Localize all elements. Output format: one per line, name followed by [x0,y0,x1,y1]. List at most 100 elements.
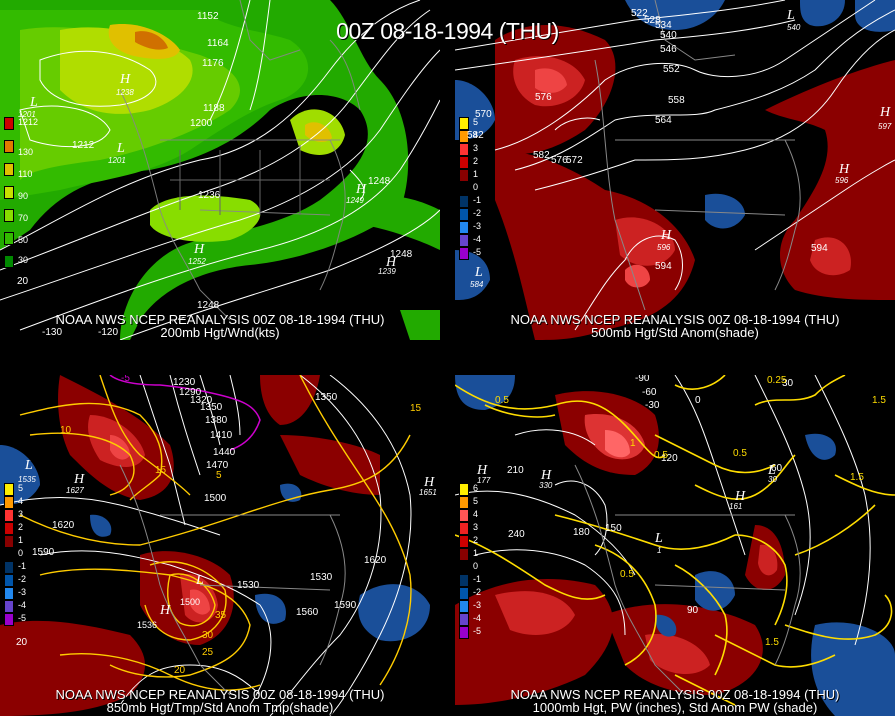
panel-500mb: 5 4 3 2 1 0 -1 -2 -3 -4 -5 522 528 534 5… [455,0,895,340]
legend-swatch [459,169,469,182]
center-value: 596 [657,243,671,252]
contour-label: 180 [573,527,590,538]
legend-label: 3 [473,522,479,532]
temp-label: 30 [202,630,214,641]
contour-label: 576 [551,155,568,166]
temp-label: 10 [60,425,72,436]
legend-1000mb: 6 5 4 3 2 1 0 -1 -2 -3 -4 -5 [459,483,481,639]
legend-label: 110 [18,169,33,179]
contour-label: 1500 [204,493,227,504]
legend-label: -1 [473,195,482,205]
panel-header: NOAA NWS NCEP REANALYSIS 00Z 08-18-1994 … [510,687,840,702]
high-marker: H [839,162,850,177]
contour-label: 594 [655,261,672,272]
legend-label: -2 [18,574,27,584]
contour-label: 240 [508,529,525,540]
contour-label: -30 [645,400,660,411]
temp-label: -5 [121,375,130,384]
contour-label: 0.5 [620,569,634,580]
legend-swatch [459,613,469,626]
contour-label: 534 [655,20,672,31]
panel-header: NOAA NWS NCEP REANALYSIS 00Z 08-18-1994 … [55,687,385,702]
legend-swatch [459,195,469,208]
contour-label: 558 [668,95,685,106]
contour-label: 528 [644,15,661,26]
center-value: 1536 [137,620,158,630]
legend-label: 4 [473,130,479,140]
contour-label: 1410 [210,430,233,441]
center-value: 584 [470,280,484,289]
contour-label: 594 [811,243,828,254]
center-value: 1201 [18,110,36,119]
contour-label: -90 [635,375,650,384]
legend-label: 1 [473,169,479,179]
legend-label: -5 [473,626,482,636]
legend-swatch [4,496,14,509]
panel-subtitle: 500mb Hgt/Std Anom(shade) [591,325,759,340]
contour-label: 1.5 [872,395,886,406]
center-value: 1249 [346,196,364,205]
panel-subtitle: 850mb Hgt/Tmp/Std Anom Tmp(shade) [106,700,334,715]
contour-label: 552 [663,64,680,75]
legend-label: 0 [18,548,24,558]
contour-label: 120 [661,453,678,464]
temp-label: 35 [215,610,227,621]
legend-label: 90 [18,191,29,201]
legend-swatch [4,232,14,245]
contour-label: 582 [533,150,550,161]
contour-label: 210 [507,465,524,476]
legend-label: 5 [18,483,24,493]
high-marker: H [880,105,891,120]
legend-swatch [459,156,469,169]
legend-label: -4 [473,613,482,623]
center-value: 540 [787,23,801,32]
legend-label: 6 [473,483,479,493]
low-marker: L [655,531,663,546]
legend-label: -5 [18,613,27,623]
contour-label: 1152 [197,11,219,22]
contour-label: 540 [660,30,677,41]
temp-label: 25 [202,647,214,658]
legend-swatch [459,247,469,260]
temp-label: 15 [155,465,167,476]
legend-label: -1 [473,574,482,584]
contour-label: 1350 [200,402,223,413]
contour-label: 570 [475,109,492,120]
legend-500mb: 5 4 3 2 1 0 -1 -2 -3 -4 -5 [459,117,481,260]
contour-label: 1164 [207,38,229,49]
panel-500mb-graphic [455,0,895,340]
legend-label: 5 [473,117,479,127]
high-marker: H [74,472,85,487]
legend-swatch [459,234,469,247]
legend-label: -1 [18,561,27,571]
contour-label: 1590 [334,600,357,611]
legend-swatch [459,117,469,130]
contour-label: 1.5 [765,637,779,648]
legend-label: -3 [18,587,27,597]
center-value: 1 [657,546,662,555]
center-value: 1651 [419,488,437,497]
center-value: 1201 [108,156,126,165]
contour-label: 1320 [190,395,213,406]
contour-label: 1188 [203,103,225,114]
center-value: 30 [768,475,777,484]
legend-label: 4 [18,496,24,506]
high-marker: H [661,228,672,243]
legend-swatch [4,140,14,153]
contour-label: 1.5 [850,472,864,483]
legend-swatch [459,587,469,600]
contour-label: 0.25 [767,375,787,386]
contour-label: 1620 [364,555,387,566]
legend-label: 30 [18,255,29,265]
high-marker: H [735,489,746,504]
low-marker: L [768,463,776,478]
legend-label: 0 [473,182,479,192]
center-value: 1627 [66,486,84,495]
legend-label: -3 [473,221,482,231]
contour-label: 1560 [296,607,319,618]
contour-label: 576 [535,92,552,103]
legend-label: 5 [473,496,479,506]
contour-label: 1200 [190,118,213,129]
legend-label: 3 [18,509,24,519]
contour-label: 1176 [202,58,224,69]
